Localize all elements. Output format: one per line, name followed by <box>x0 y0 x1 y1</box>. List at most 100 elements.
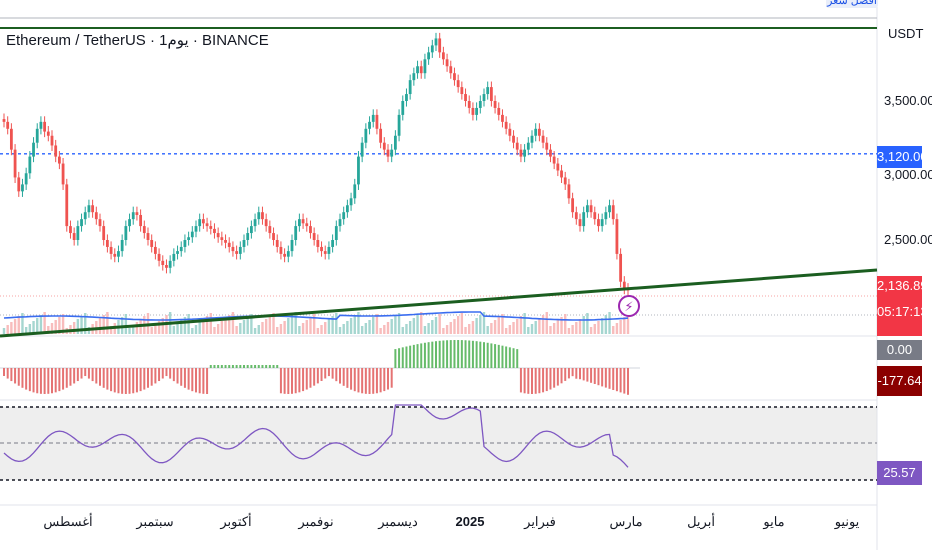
candle-body <box>519 149 523 157</box>
candle-body <box>611 205 615 220</box>
volume-bar <box>253 328 257 334</box>
candle-body <box>412 73 416 81</box>
volume-bar <box>405 324 408 334</box>
oscillator-bar <box>387 368 389 390</box>
volume-bar <box>564 314 567 334</box>
oscillator-bar <box>453 340 456 368</box>
candle-body <box>91 205 95 213</box>
candle-body <box>261 212 264 220</box>
volume-bar <box>216 324 220 334</box>
oscillator-bar <box>147 368 149 388</box>
oscillator-bar <box>91 368 94 382</box>
oscillator-bar <box>350 368 353 390</box>
oscillator-bar <box>575 368 578 379</box>
oscillator-bar <box>597 368 600 386</box>
candle-body <box>98 219 102 227</box>
candle-body <box>275 240 279 247</box>
volume-bar <box>349 318 353 334</box>
oscillator-bar <box>534 368 537 394</box>
oscillator-bar <box>368 368 371 394</box>
oscillator-bar <box>279 368 282 394</box>
candle-body <box>312 233 316 240</box>
candle-body <box>353 184 357 199</box>
volume-bar <box>246 317 249 334</box>
volume-bar <box>390 319 393 334</box>
candle-body <box>345 205 349 213</box>
candle-body <box>615 219 619 254</box>
volume-bar <box>172 326 176 334</box>
volume-bar <box>276 327 279 334</box>
candle-body <box>249 226 253 234</box>
volume-bar <box>346 321 349 334</box>
volume-bar <box>109 326 113 334</box>
volume-bar <box>150 327 153 334</box>
oscillator-bar <box>339 368 341 384</box>
volume-bar <box>519 316 523 334</box>
lightning-icon: ⚡ <box>624 300 633 315</box>
candle-body <box>43 121 47 132</box>
oscillator-bar <box>95 368 98 384</box>
candle-body <box>467 101 471 108</box>
oscillator-bar <box>375 368 378 394</box>
oscillator-bar <box>601 368 604 387</box>
top-right-badge[interactable]: أفضل سعر <box>826 0 878 8</box>
volume-bar <box>490 323 493 334</box>
volume-bar <box>475 318 478 334</box>
oscillator-bar <box>490 343 493 368</box>
candle-body <box>124 226 128 240</box>
oscillator-bar <box>217 365 220 368</box>
volume-bar <box>324 322 327 334</box>
volume-bar <box>523 313 526 334</box>
oscillator-bar <box>17 368 20 386</box>
candle-body <box>201 219 205 224</box>
oscillator-bar <box>21 368 24 388</box>
oscillator-bar <box>449 340 452 368</box>
volume-bar <box>84 313 87 334</box>
oscillator-bar <box>239 365 242 368</box>
candle-body <box>6 121 10 129</box>
candle-body <box>80 219 83 227</box>
volume-bar <box>279 324 283 334</box>
oscillator-bar <box>460 340 463 368</box>
oscillator-bar <box>431 341 434 368</box>
volume-bar <box>161 318 164 334</box>
oscillator-bar <box>512 348 515 368</box>
oscillator-bar <box>165 368 168 377</box>
candle-body <box>460 87 464 95</box>
volume-bar <box>287 318 290 334</box>
candle-body <box>165 265 168 268</box>
volume-bar <box>357 312 360 334</box>
candle-body <box>393 135 397 150</box>
volume-bar <box>623 317 626 334</box>
candle-body <box>264 219 268 227</box>
oscillator-bar <box>505 346 508 368</box>
candle-body <box>545 142 549 150</box>
volume-bar <box>283 321 286 334</box>
candle-body <box>556 163 560 171</box>
oscillator-bar <box>291 368 293 394</box>
oscillator-bar <box>58 368 61 392</box>
candle-body <box>438 38 442 53</box>
volume-bar <box>176 323 179 334</box>
candle-body <box>35 128 39 143</box>
x-label-aug: أغسطس <box>43 514 93 529</box>
candle-body <box>146 233 150 240</box>
oscillator-bar <box>364 368 367 394</box>
volume-bar <box>43 312 46 334</box>
oscillator-bar <box>446 340 449 368</box>
oscillator-bar <box>556 368 559 386</box>
currency-unit-label[interactable]: USDT <box>888 26 924 41</box>
volume-bar <box>527 327 530 334</box>
candle-body <box>567 184 571 199</box>
volume-bar <box>257 325 260 334</box>
volume-bar <box>187 314 190 334</box>
oscillator-bar <box>209 365 212 368</box>
oscillator-bar <box>309 368 312 388</box>
oscillator-bar <box>243 365 245 368</box>
volume-bar <box>586 313 589 334</box>
volume-bar <box>320 325 323 334</box>
oscillator-bar <box>567 368 570 379</box>
volume-bar <box>360 326 364 334</box>
oscillator-bar <box>224 365 227 368</box>
